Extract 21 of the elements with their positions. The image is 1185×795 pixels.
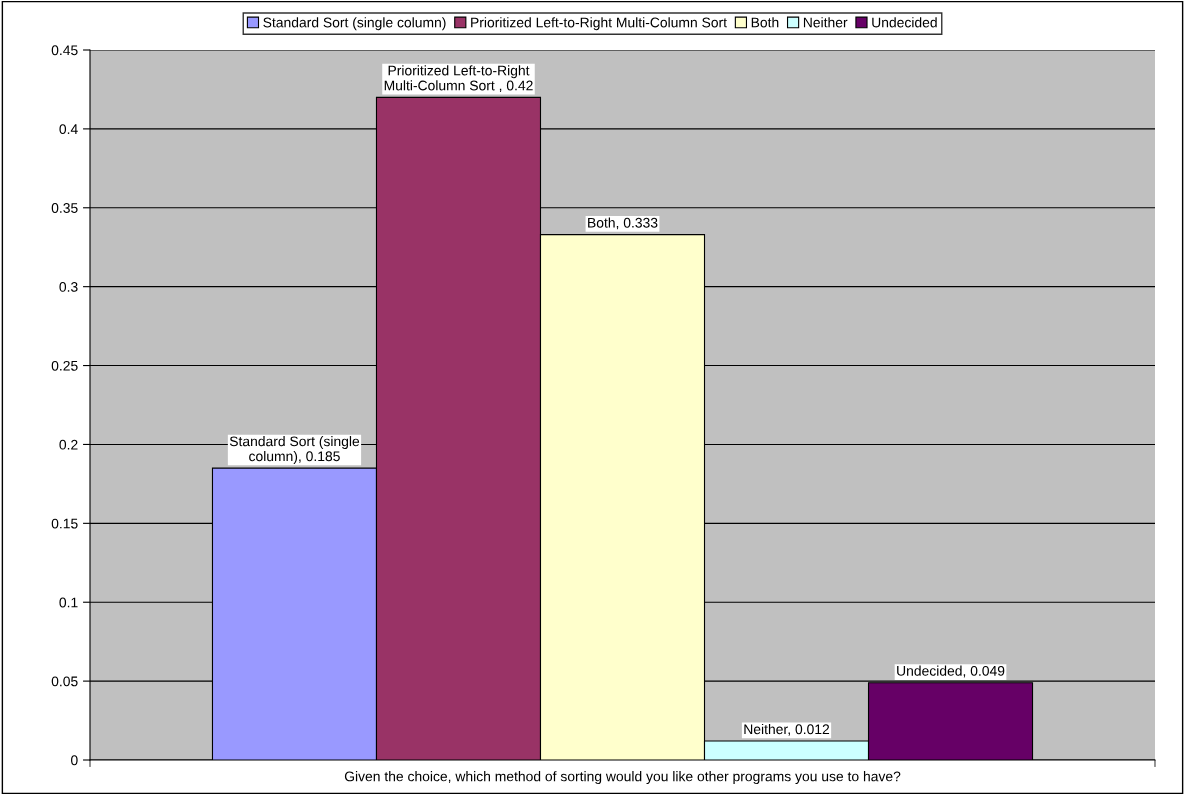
legend-label: Both	[751, 17, 779, 28]
y-tick-label: 0.05	[51, 676, 78, 687]
y-tick-label: 0.25	[51, 360, 78, 371]
x-tick-label: Given the choice, which method of sorting would you like other programs you use to have?	[344, 771, 901, 785]
y-tick-label: 0.2	[59, 439, 78, 450]
y-tick-label: 0.4	[59, 124, 78, 135]
legend-label: Standard Sort (single column)	[263, 17, 446, 31]
y-tick-label: 0.15	[51, 518, 78, 529]
data-label: Both, 0.333	[588, 217, 658, 230]
legend-label: Undecided	[872, 17, 937, 28]
legend-label: Neither	[803, 17, 848, 28]
y-tick-label: 0.1	[59, 597, 78, 608]
data-label: Undecided, 0.049	[897, 665, 1005, 678]
data-label: Prioritized Left-to-Right Multi-Column Sort , 0.42	[384, 65, 533, 93]
y-tick-label: 0.3	[59, 282, 78, 292]
y-tick-label: 0	[71, 755, 78, 766]
y-tick-label: 0.35	[51, 203, 78, 213]
legend-label: Prioritized Left-to-Right Multi-Column Sort	[471, 17, 727, 31]
y-tick-label: 0.45	[51, 45, 78, 56]
data-label: Standard Sort (single column), 0.185	[229, 436, 360, 464]
data-label: Neither, 0.012	[744, 723, 830, 736]
